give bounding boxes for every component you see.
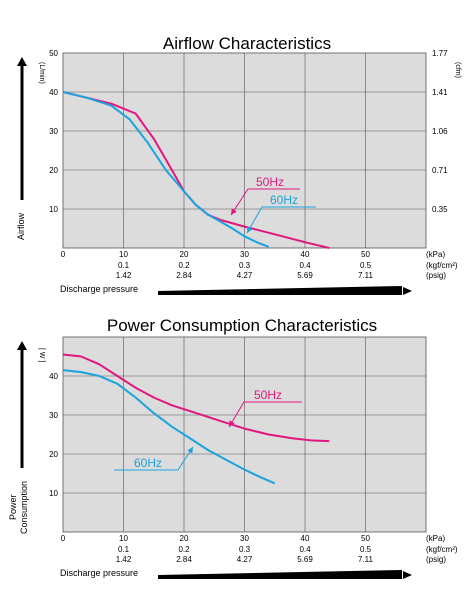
power-chart-title: Power Consumption Characteristics <box>107 316 377 335</box>
power-x-tick-label-psig: 1.42 <box>116 555 132 564</box>
airflow-x-tick-label-kgf: 0.1 <box>118 261 130 270</box>
power-annotation-leader <box>114 446 194 471</box>
airflow-x-tick-label-psig: 7.11 <box>358 271 374 280</box>
power-annotation-60hz: 60Hz <box>134 456 162 470</box>
airflow-x-tick-label-kgf: 0.2 <box>178 261 190 270</box>
airflow-x-unit: (kPa) <box>426 250 445 259</box>
airflow-x-tick-label-psig: 5.69 <box>297 271 313 280</box>
power-y-tick-label: 40 <box>49 372 58 381</box>
airflow-x-unit: (psig) <box>426 271 446 280</box>
airflow-annotation-arrowhead <box>247 226 253 233</box>
power-x-tick-label-psig: 5.69 <box>297 555 313 564</box>
airflow-y2-tick-label: 0.71 <box>432 166 448 175</box>
power-x-tick-label-psig: 2.84 <box>176 555 192 564</box>
power-series-line-60hz <box>62 369 276 485</box>
airflow-chart-title: Airflow Characteristics <box>163 34 331 53</box>
power-x-tick-label-kgf: 0.5 <box>360 545 372 554</box>
power-x-tick-label: 50 <box>361 534 370 543</box>
airflow-x-tick-label-psig: 4.27 <box>237 271 253 280</box>
power-annotation-leader <box>228 401 302 428</box>
power-y-tick-label: 10 <box>49 489 58 498</box>
airflow-y-tick-label: 30 <box>49 127 58 136</box>
power-annotation-50hz: 50Hz <box>254 388 282 402</box>
airflow-y2-tick-label: 1.77 <box>432 49 448 58</box>
power-x-tick-label-kgf: 0.3 <box>239 545 251 554</box>
power-y-tick-label: 20 <box>49 450 58 459</box>
airflow-y2-tick-label: 1.41 <box>432 88 448 97</box>
airflow-x-tick-label: 20 <box>180 250 189 259</box>
airflow-y2-unit: (cfm) <box>454 62 461 78</box>
power-x-tick-label: 0 <box>61 534 66 543</box>
power-x-axis-arrowhead <box>403 571 412 579</box>
airflow-y-tick-label: 20 <box>49 166 58 175</box>
power-x-unit: (psig) <box>426 555 446 564</box>
airflow-y-axis-arrowhead <box>17 57 27 66</box>
power-annotation-arrowhead <box>187 447 193 454</box>
power-x-unit: (kgf/cm²) <box>426 545 458 554</box>
power-x-tick-label: 10 <box>119 534 128 543</box>
power-x-axis-label: Discharge pressure <box>60 568 138 578</box>
airflow-annotation-60hz: 60Hz <box>270 193 298 207</box>
airflow-annotation-arrowhead <box>231 208 237 215</box>
airflow-x-axis-arrowhead <box>403 287 412 295</box>
airflow-annotation-leader <box>230 188 300 216</box>
power-x-tick-label-kgf: 0.1 <box>118 545 130 554</box>
power-y-axis-label: Consumption <box>19 481 29 534</box>
airflow-x-tick-label: 40 <box>301 250 310 259</box>
power-annotation-arrowhead <box>229 420 235 427</box>
airflow-x-tick-label-kgf: 0.4 <box>299 261 311 270</box>
airflow-x-tick-label: 50 <box>361 250 370 259</box>
power-x-tick-label: 20 <box>180 534 189 543</box>
airflow-x-tick-label-kgf: 0.3 <box>239 261 251 270</box>
power-x-tick-label-psig: 4.27 <box>237 555 253 564</box>
airflow-x-tick-label-psig: 1.42 <box>116 271 132 280</box>
airflow-y2-tick-label: 0.35 <box>432 205 448 214</box>
airflow-x-tick-label: 10 <box>119 250 128 259</box>
airflow-y-axis-label: Airflow <box>16 212 26 240</box>
airflow-x-unit: (kgf/cm²) <box>426 261 458 270</box>
airflow-x-tick-label: 30 <box>240 250 249 259</box>
power-y-unit: [ W ] <box>38 348 45 362</box>
airflow-x-tick-label: 0 <box>61 250 66 259</box>
power-x-tick-label-kgf: 0.4 <box>299 545 311 554</box>
power-y-axis-arrowhead <box>17 341 27 350</box>
airflow-x-axis-arrow <box>158 286 402 295</box>
power-series-line-50hz <box>62 353 330 443</box>
power-x-unit: (kPa) <box>426 534 445 543</box>
power-x-tick-label: 40 <box>301 534 310 543</box>
airflow-y-tick-label: 40 <box>49 88 58 97</box>
power-x-tick-label-psig: 7.11 <box>358 555 374 564</box>
power-y-axis-label-line1: Power <box>8 494 18 520</box>
airflow-annotation-50hz: 50Hz <box>256 175 284 189</box>
airflow-x-axis-label: Discharge pressure <box>60 284 138 294</box>
power-x-axis-arrow <box>158 570 402 579</box>
airflow-y-tick-label: 10 <box>49 205 58 214</box>
airflow-series-line-60hz <box>62 91 270 248</box>
power-x-tick-label-kgf: 0.2 <box>178 545 190 554</box>
power-y-tick-label: 30 <box>49 411 58 420</box>
airflow-y-unit: (L/min) <box>38 62 45 84</box>
airflow-annotation-leader <box>246 206 316 234</box>
airflow-x-tick-label-psig: 2.84 <box>176 271 192 280</box>
airflow-x-tick-label-kgf: 0.5 <box>360 261 372 270</box>
airflow-y-tick-label: 50 <box>49 49 58 58</box>
airflow-y2-tick-label: 1.06 <box>432 127 448 136</box>
power-x-tick-label: 30 <box>240 534 249 543</box>
